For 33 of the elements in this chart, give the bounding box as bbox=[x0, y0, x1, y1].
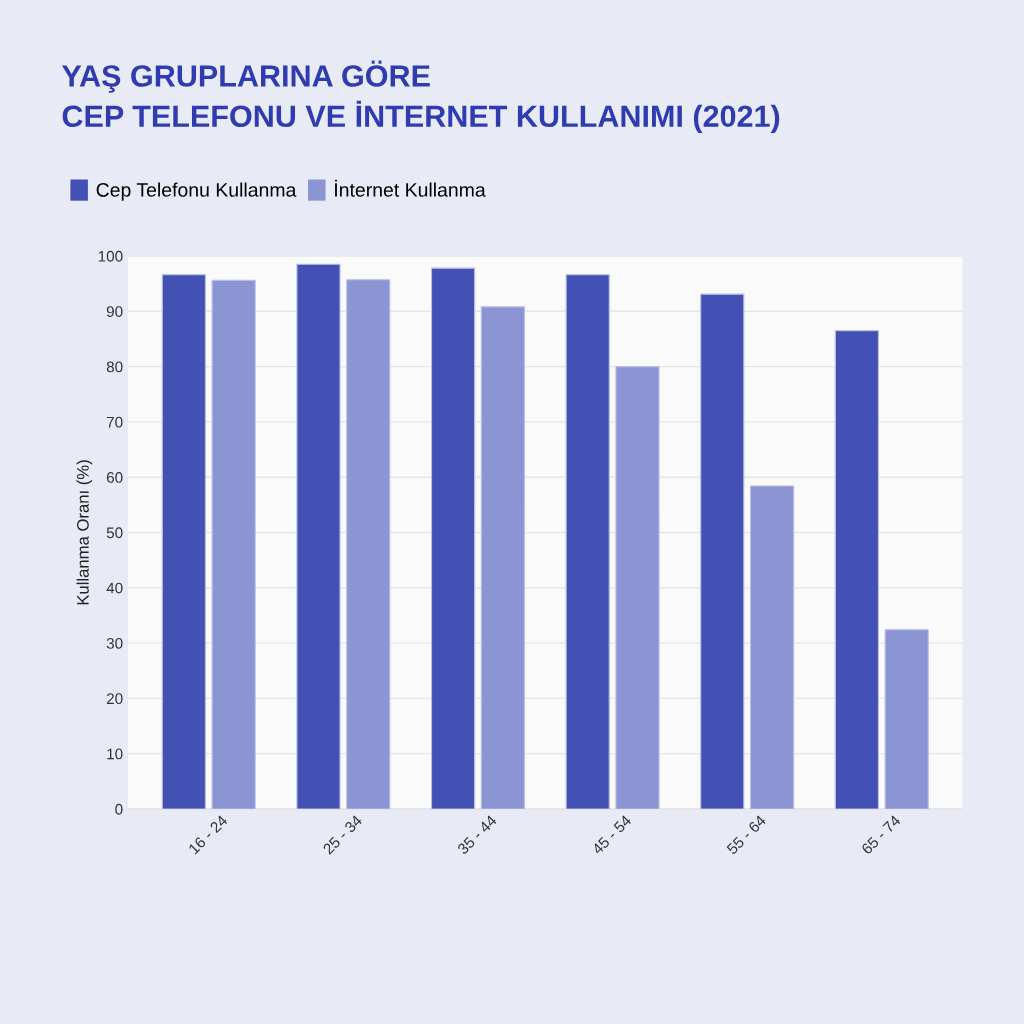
bar bbox=[615, 366, 660, 809]
x-tick-label: 65 - 74 bbox=[860, 814, 902, 855]
legend-label: İnternet Kullanma bbox=[335, 179, 486, 197]
y-tick-label: 10 bbox=[107, 748, 123, 760]
bar bbox=[430, 267, 476, 809]
y-tick-label: 70 bbox=[106, 416, 123, 428]
x-tick-label: 45 - 54 bbox=[591, 814, 632, 856]
y-tick-label: 30 bbox=[106, 637, 123, 649]
y-axis-title: Kullanma Oranı (%) bbox=[76, 460, 93, 605]
y-tick-label: 20 bbox=[106, 693, 123, 705]
x-tick-label: 16 - 24 bbox=[188, 814, 229, 855]
bar bbox=[834, 330, 879, 809]
y-tick-label: 100 bbox=[98, 250, 123, 262]
y-tick-label: 50 bbox=[106, 527, 123, 539]
x-tick-label: 25 - 34 bbox=[322, 814, 363, 855]
y-tick-label: 60 bbox=[106, 472, 123, 483]
bar bbox=[700, 293, 745, 809]
bar bbox=[749, 485, 795, 809]
y-tick-label: 0 bbox=[115, 803, 123, 815]
bar bbox=[346, 279, 391, 809]
y-tick-label: 90 bbox=[106, 306, 123, 317]
bar bbox=[565, 274, 610, 809]
x-tick-label: 35 - 44 bbox=[456, 814, 498, 855]
bar bbox=[161, 274, 206, 809]
y-tick-label: 80 bbox=[106, 361, 123, 373]
bar bbox=[211, 279, 256, 809]
chart-title: YAŞ GRUPLARINA GÖRE CEP TELEFONU VE İNTERNET KULLANIMI (2021) bbox=[61, 60, 780, 134]
x-tick-label: 55 - 64 bbox=[726, 814, 767, 855]
bar bbox=[884, 629, 929, 809]
y-tick-label: 40 bbox=[106, 582, 123, 594]
legend-label: Cep Telefonu Kullanma bbox=[96, 182, 297, 201]
bar bbox=[296, 263, 341, 809]
bar bbox=[480, 306, 525, 809]
